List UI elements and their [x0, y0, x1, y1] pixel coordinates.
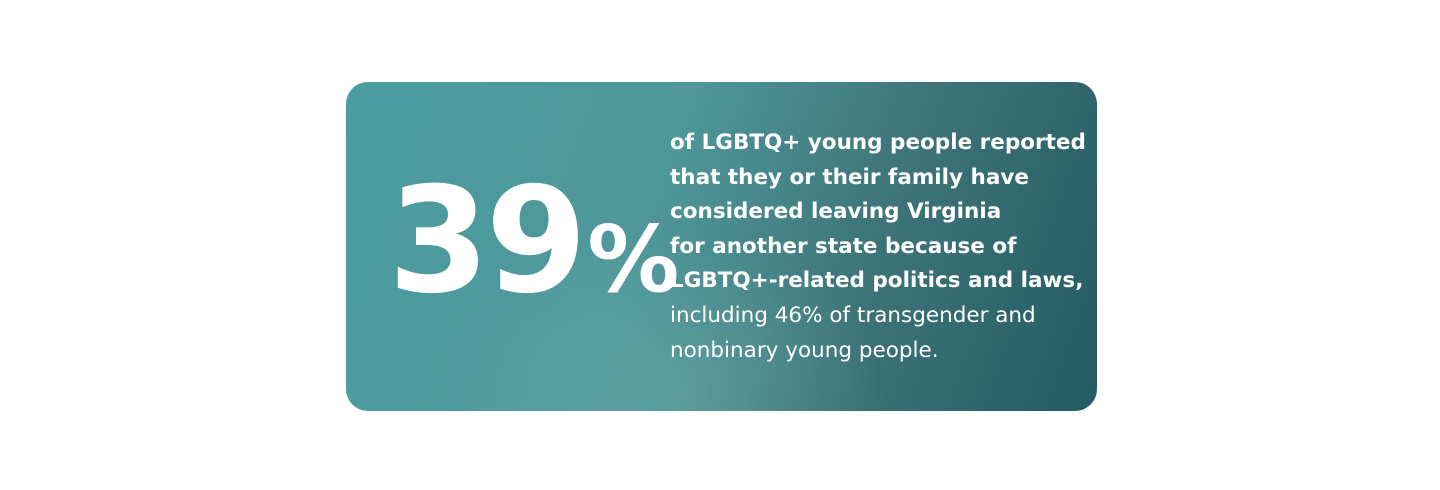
stat-number: 39 [388, 156, 587, 326]
description-line: nonbinary young people. [670, 337, 939, 363]
description-line: LGBTQ+-related politics and laws, [670, 268, 1084, 294]
description-line: considered leaving Virginia [670, 199, 1002, 225]
description: of LGBTQ+ young people reported that they… [670, 126, 1086, 368]
description-line: including 46% of transgender and [670, 302, 1036, 328]
stat: 39 % [388, 164, 679, 314]
stat-unit: % [587, 206, 680, 313]
stat-card: 39 % of LGBTQ+ young people reported that… [346, 82, 1097, 411]
description-line: of LGBTQ+ young people reported [670, 130, 1086, 155]
description-line: that they or their family have [670, 164, 1029, 190]
description-line: for another state because of [670, 233, 1017, 259]
